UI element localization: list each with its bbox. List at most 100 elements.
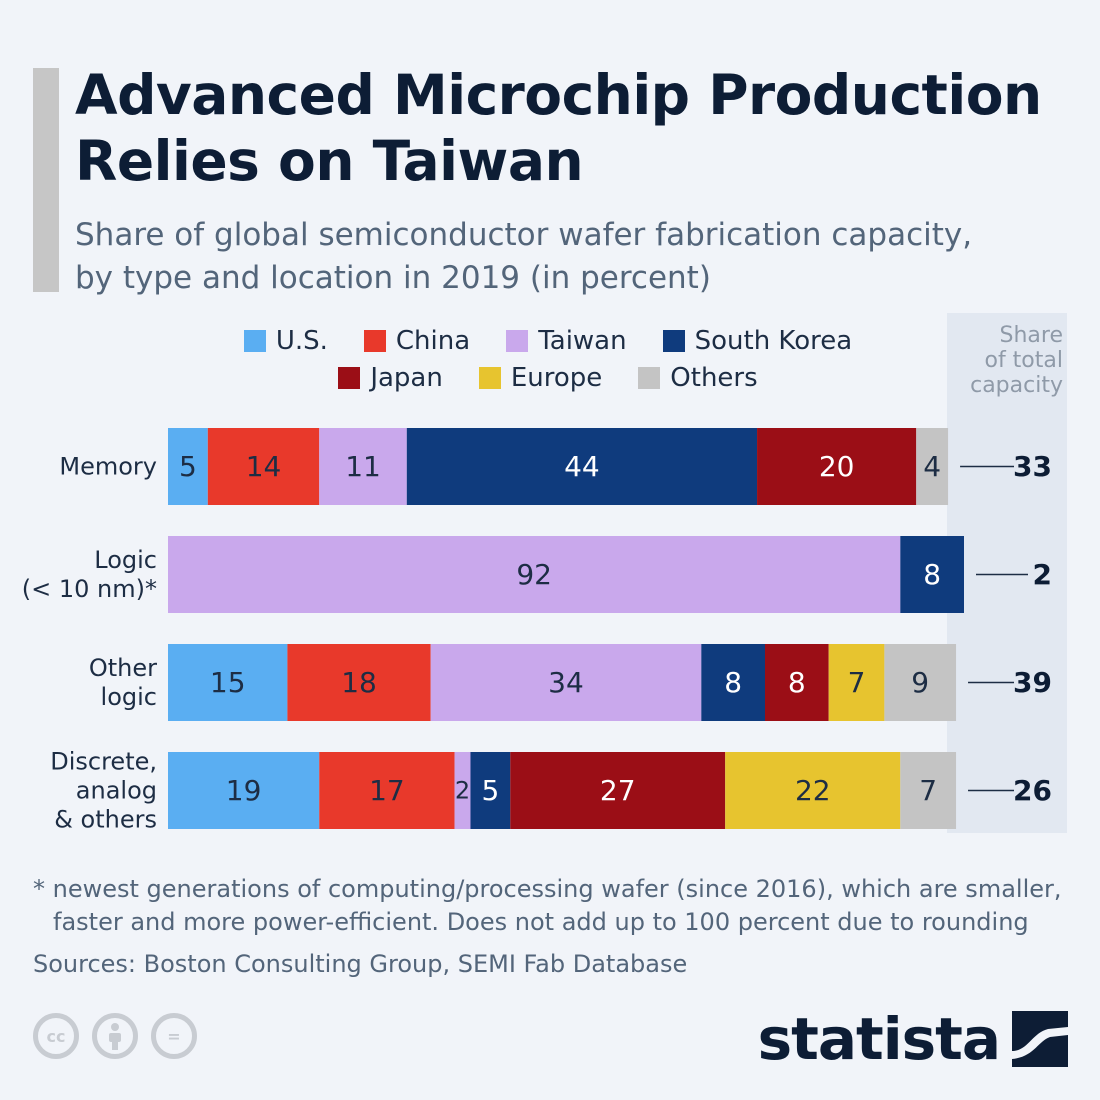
bar-segment-others-row-0: [916, 428, 949, 505]
bar-segment-europe-row-2: [828, 644, 885, 721]
legend-item-taiwan: Taiwan: [506, 325, 627, 356]
category-label-row-3-line-1: analog: [76, 777, 157, 805]
footnote-line-2: faster and more power-efficient. Does no…: [53, 908, 1029, 936]
legend-label-others: Others: [670, 362, 758, 393]
legend-row-2: Japan Europe Others: [168, 359, 928, 396]
footnote-line-1: * newest generations of computing/proces…: [33, 875, 1062, 903]
data-label-south-korea-row-3: 5: [481, 774, 499, 807]
legend-swatch-china: [363, 329, 386, 352]
bar-segment-south-korea-row-3: [470, 752, 511, 829]
legend-swatch-taiwan: [506, 329, 529, 352]
legend-item-south-korea: South Korea: [662, 325, 853, 356]
category-label-row-3-line-0: Discrete,: [50, 748, 157, 776]
sources: Sources: Boston Consulting Group, SEMI F…: [33, 950, 688, 978]
legend-item-japan: Japan: [338, 363, 443, 393]
legend-item-china: China: [363, 325, 471, 356]
share-value-row-2: 39: [1013, 666, 1052, 699]
legend-swatch-europe: [478, 366, 501, 389]
category-label-row-2-line-0: Other: [89, 654, 157, 682]
legend-row-1: U.S. China Taiwan South Korea: [168, 322, 928, 359]
cc-icon[interactable]: cc: [33, 1013, 79, 1059]
category-label-row-1-line-0: Logic: [94, 546, 157, 574]
data-label-u-s-row-2: 15: [210, 666, 246, 699]
legend-label-south-korea: South Korea: [694, 325, 853, 356]
bar-segment-china-row-2: [287, 644, 431, 721]
share-column-header: Share of total capacity: [947, 323, 1063, 398]
legend-label-europe: Europe: [510, 362, 603, 393]
legend-swatch-south-korea: [662, 329, 685, 352]
legend-item-others: Others: [638, 362, 758, 393]
page-title: Advanced Microchip Production Relies on …: [75, 62, 1042, 194]
attribution-icon[interactable]: [92, 1013, 138, 1059]
license-icons: cc =: [33, 1013, 197, 1059]
data-label-japan-row-3: 27: [600, 774, 636, 807]
data-label-south-korea-row-2: 8: [724, 666, 742, 699]
data-label-taiwan-row-2: 34: [548, 666, 584, 699]
data-label-japan-row-0: 20: [819, 450, 855, 483]
data-label-europe-row-2: 7: [848, 666, 866, 699]
legend-item-europe: Europe: [478, 362, 603, 393]
data-label-china-row-3: 17: [369, 774, 405, 807]
data-label-u-s-row-3: 19: [226, 774, 262, 807]
title-accent-bar: [33, 68, 59, 292]
bar-segment-japan-row-3: [510, 752, 726, 829]
legend-label-china: China: [395, 325, 471, 356]
share-header-line-2: of total: [984, 348, 1063, 373]
bar-segment-taiwan-row-3: [454, 752, 471, 829]
category-label-row-0-line-0: Memory: [59, 453, 157, 481]
bar-segment-u-s-row-0: [168, 428, 208, 505]
bar-segment-others-row-3: [900, 752, 957, 829]
category-label-row-3-line-2: & others: [54, 806, 157, 834]
data-label-taiwan-row-3: 2: [455, 777, 470, 805]
share-value-row-0: 33: [1013, 450, 1052, 483]
data-label-china-row-0: 14: [246, 450, 282, 483]
bar-segment-europe-row-3: [725, 752, 901, 829]
share-value-row-3: 26: [1013, 774, 1052, 807]
share-column-background: [947, 313, 1067, 833]
bar-segment-japan-row-2: [765, 644, 829, 721]
legend-label-taiwan: Taiwan: [538, 325, 627, 356]
legend: U.S. China Taiwan South Korea Japan Euro…: [168, 322, 928, 396]
person-glyph: [109, 1023, 121, 1050]
title-line-1: Advanced Microchip Production: [75, 63, 1042, 127]
data-label-china-row-2: 18: [341, 666, 377, 699]
statista-logo-icon: [1012, 1011, 1068, 1067]
brand: statista: [758, 1006, 1068, 1072]
statista-wordmark[interactable]: statista: [757, 1005, 1001, 1073]
bar-segment-china-row-3: [319, 752, 455, 829]
bar-segment-taiwan-row-0: [319, 428, 407, 505]
bar-segment-south-korea-row-1: [900, 536, 964, 613]
legend-label-us: U.S.: [275, 325, 328, 356]
bar-segment-china-row-0: [207, 428, 320, 505]
data-label-others-row-0: 4: [923, 450, 941, 483]
data-label-others-row-2: 9: [911, 666, 929, 699]
footnote: * newest generations of computing/proces…: [33, 873, 1073, 939]
subtitle-line-2: by type and location in 2019 (in percent…: [75, 260, 711, 296]
no-derivatives-icon[interactable]: =: [151, 1013, 197, 1059]
bar-segment-south-korea-row-2: [701, 644, 765, 721]
legend-swatch-others: [638, 366, 661, 389]
bar-segment-taiwan-row-2: [430, 644, 702, 721]
category-label-row-1-line-1: (< 10 nm)*: [22, 575, 157, 603]
legend-swatch-us: [243, 329, 266, 352]
share-header-line-1: Share: [999, 323, 1064, 348]
bar-segment-south-korea-row-0: [406, 428, 758, 505]
bar-segment-japan-row-0: [757, 428, 917, 505]
data-label-south-korea-row-0: 44: [564, 450, 600, 483]
legend-label-japan: Japan: [370, 362, 443, 393]
legend-swatch-japan: [338, 366, 361, 389]
bar-segment-u-s-row-2: [168, 644, 288, 721]
subtitle-line-1: Share of global semiconductor wafer fabr…: [75, 217, 973, 253]
data-label-taiwan-row-0: 11: [345, 450, 381, 483]
data-label-others-row-3: 7: [919, 774, 937, 807]
title-line-2: Relies on Taiwan: [75, 129, 584, 193]
bar-segment-others-row-2: [884, 644, 957, 721]
data-label-taiwan-row-1: 92: [516, 558, 552, 591]
bar-segment-taiwan-row-1: [168, 536, 901, 613]
bar-segment-u-s-row-3: [168, 752, 320, 829]
category-label-row-2-line-1: logic: [101, 683, 157, 711]
data-label-europe-row-3: 22: [795, 774, 831, 807]
data-label-south-korea-row-1: 8: [923, 558, 941, 591]
data-label-u-s-row-0: 5: [179, 450, 197, 483]
